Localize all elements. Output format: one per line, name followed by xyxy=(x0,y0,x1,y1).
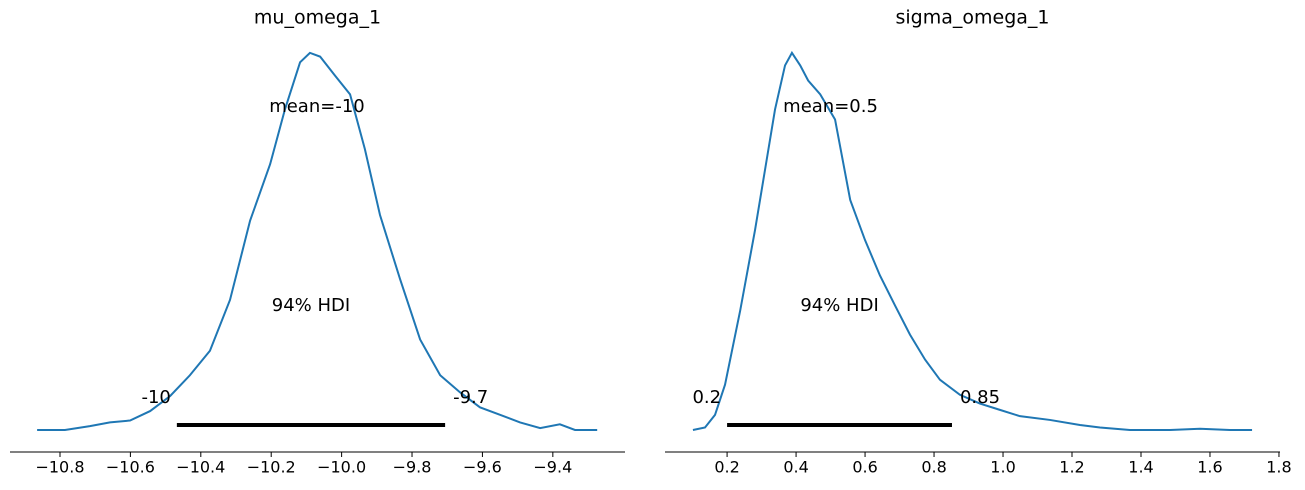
x-tick-label: 0.4 xyxy=(783,458,808,477)
x-tick-label: −10.8 xyxy=(35,458,84,477)
x-tick-label: −9.4 xyxy=(533,458,572,477)
x-tick-label: −10.4 xyxy=(176,458,225,477)
x-tick-label: 1.0 xyxy=(990,458,1015,477)
mean-label: mean=-10 xyxy=(269,96,365,117)
x-tick-label: −9.6 xyxy=(463,458,502,477)
x-tick-label: 1.2 xyxy=(1059,458,1084,477)
x-tick-label: −10.6 xyxy=(106,458,155,477)
density-curve xyxy=(37,51,598,431)
subplot-title: mu_omega_1 xyxy=(254,7,381,29)
x-tick-label: 1.6 xyxy=(1197,458,1222,477)
mean-label: mean=0.5 xyxy=(783,96,878,117)
x-tick-label: −9.8 xyxy=(393,458,432,477)
x-tick-label: 1.4 xyxy=(1128,458,1153,477)
hdi-low-label: -10 xyxy=(141,387,170,408)
x-tick-label: 0.2 xyxy=(714,458,739,477)
hdi-label: 94% HDI xyxy=(272,295,350,316)
density-curve xyxy=(692,50,1253,431)
x-tick-label: 0.6 xyxy=(852,458,877,477)
x-tick-label: 1.8 xyxy=(1266,458,1291,477)
hdi-label: 94% HDI xyxy=(800,295,878,316)
hdi-low-label: 0.2 xyxy=(692,387,721,408)
hdi-high-label: 0.85 xyxy=(960,387,1000,408)
subplot-title: sigma_omega_1 xyxy=(895,7,1049,29)
x-tick-label: −10.2 xyxy=(247,458,296,477)
x-tick-label: −10.0 xyxy=(317,458,366,477)
x-tick-label: 0.8 xyxy=(921,458,946,477)
hdi-high-label: -9.7 xyxy=(453,387,488,408)
